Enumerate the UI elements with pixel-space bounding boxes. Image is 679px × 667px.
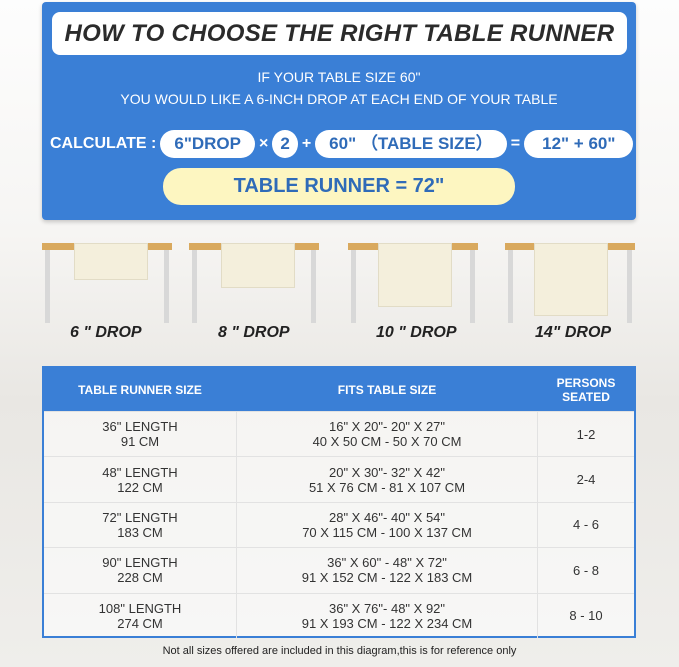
persons-cell: 4 - 6 (572, 517, 599, 533)
table-size-pill: 60" （TABLE SIZE） (315, 130, 507, 158)
length-cm: 91 CM (120, 434, 160, 450)
fits-table-cell: 16" X 20"- 20" X 27" 40 X 50 CM - 50 X 70… (236, 412, 538, 457)
fit-inches: 36" X 60" - 48" X 72" (327, 555, 447, 571)
runner-size-cell: 36" LENGTH 91 CM (44, 419, 236, 449)
fit-cm: 70 X 115 CM - 100 X 137 CM (302, 524, 472, 540)
runner-size-cell: 48" LENGTH 122 CM (44, 465, 236, 495)
runner-size-cell: 72" LENGTH 183 CM (44, 510, 236, 540)
length-cm: 183 CM (117, 524, 163, 540)
footnote: Not all sizes offered are included in th… (162, 645, 517, 657)
header-persons: PERSONS SEATED (556, 375, 616, 404)
intro-line-1: IF YOUR TABLE SIZE 60" (257, 69, 421, 85)
table-row: 36" LENGTH 91 CM 16" X 20"- 20" X 27" 40 X… (44, 411, 634, 457)
fit-cm: 91 X 152 CM - 122 X 183 CM (301, 570, 473, 586)
calculation-panel: HOW TO CHOOSE THE RIGHT TABLE RUNNER IF … (42, 2, 636, 220)
table-row: 48" LENGTH 122 CM 20" X 30"- 32" X 42" 51 … (44, 456, 634, 502)
calculation-row: CALCULATE : 6"DROP × 2 + 60" （TABLE SIZE… (50, 130, 634, 158)
drop-label-8: 8 " DROP (218, 324, 290, 341)
table-header: TABLE RUNNER SIZE FITS TABLE SIZE PERSON… (44, 368, 634, 411)
two-pill: 2 (272, 130, 298, 158)
fits-table-cell: 28" X 46"- 40" X 54" 70 X 115 CM - 100 X … (236, 502, 538, 548)
drop-label-6: 6 " DROP (70, 324, 142, 341)
times-sign: × (259, 135, 269, 152)
sum-pill: 12" + 60" (524, 130, 634, 158)
table-illustration-8 (189, 243, 319, 323)
table-row: 108" LENGTH 274 CM 36" X 76"- 48" X 92" 91… (44, 592, 634, 638)
runner-size-cell: 90" LENGTH 228 CM (44, 555, 236, 585)
fits-table-cell: 36" X 60" - 48" X 72" 91 X 152 CM - 122 X… (236, 548, 538, 593)
fit-cm: 51 X 76 CM - 81 X 107 CM (308, 479, 466, 495)
fit-cm: 91 X 193 CM - 122 X 234 CM (301, 615, 473, 631)
fit-cm: 40 X 50 CM - 50 X 70 CM (312, 434, 462, 450)
result-pill: TABLE RUNNER = 72" (163, 168, 515, 205)
header-fits-table: FITS TABLE SIZE (337, 382, 437, 397)
persons-cell: 2-4 (576, 472, 596, 488)
length-cm: 274 CM (117, 615, 163, 631)
fit-inches: 20" X 30"- 32" X 42" (328, 464, 446, 480)
persons-cell: 6 - 8 (572, 562, 599, 578)
length-inches: 48" LENGTH (102, 464, 178, 480)
table-row: 72" LENGTH 183 CM 28" X 46"- 40" X 54" 70 … (44, 501, 634, 548)
plus-sign: + (301, 135, 312, 152)
intro-line-2: YOU WOULD LIKE A 6-INCH DROP AT EACH END… (120, 91, 558, 107)
table-illustration-6 (42, 243, 172, 323)
fit-inches: 16" X 20"- 20" X 27" (328, 419, 446, 435)
length-inches: 108" LENGTH (98, 600, 182, 616)
runner-size-cell: 108" LENGTH 274 CM (44, 601, 236, 631)
calculate-label: CALCULATE : (50, 135, 157, 152)
fit-inches: 36" X 76"- 48" X 92" (328, 600, 446, 616)
table-illustration-10 (348, 243, 478, 323)
length-inches: 36" LENGTH (102, 419, 178, 435)
persons-cell: 8 - 10 (569, 608, 603, 624)
persons-cell: 1-2 (576, 426, 596, 442)
fit-inches: 28" X 46"- 40" X 54" (328, 509, 446, 525)
fits-table-cell: 20" X 30"- 32" X 42" 51 X 76 CM - 81 X 10… (236, 457, 538, 502)
length-cm: 228 CM (117, 570, 163, 586)
size-table: TABLE RUNNER SIZE FITS TABLE SIZE PERSON… (42, 366, 636, 638)
length-inches: 90" LENGTH (102, 555, 178, 571)
drop-pill: 6"DROP (160, 130, 255, 158)
table-illustration-14 (505, 243, 635, 323)
length-inches: 72" LENGTH (102, 509, 178, 525)
equals-sign: = (510, 135, 521, 152)
table-row: 90" LENGTH 228 CM 36" X 60" - 48" X 72" 91… (44, 547, 634, 593)
drop-label-14: 14" DROP (535, 324, 612, 341)
header-runner-size: TABLE RUNNER SIZE (78, 382, 202, 397)
length-cm: 122 CM (117, 479, 163, 495)
drop-label-10: 10 " DROP (376, 324, 457, 341)
page-title: HOW TO CHOOSE THE RIGHT TABLE RUNNER (52, 12, 627, 55)
fits-table-cell: 36" X 76"- 48" X 92" 91 X 193 CM - 122 X … (236, 593, 538, 638)
